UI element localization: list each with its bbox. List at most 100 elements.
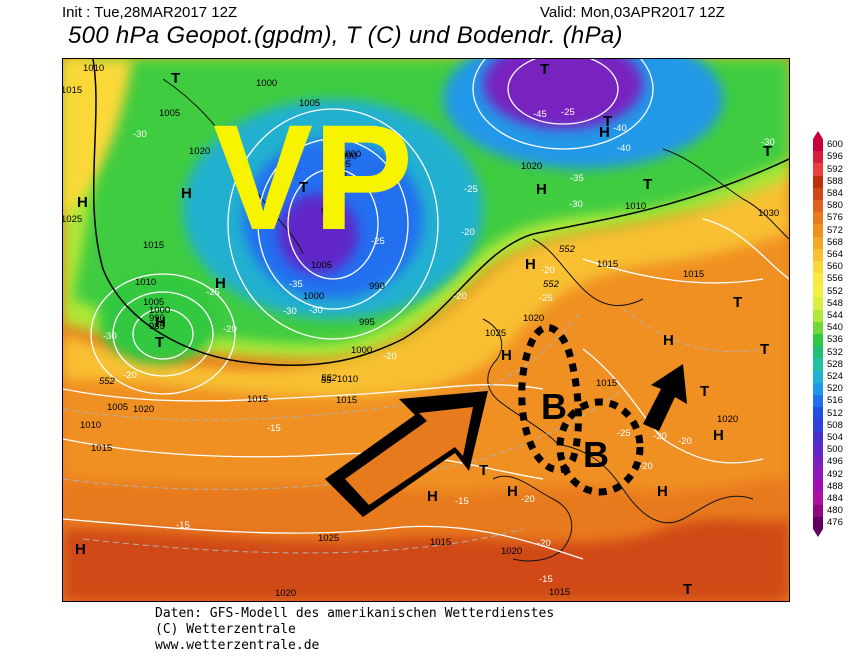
temperature-label: -20 (537, 538, 551, 549)
legend-swatch (813, 175, 823, 188)
low-marker: T (760, 341, 769, 358)
legend-swatch (813, 187, 823, 200)
pressure-label: 1015 (143, 240, 164, 251)
pressure-label: 1020 (133, 404, 154, 415)
pressure-label: 1000 (351, 345, 372, 356)
high-marker: H (215, 275, 226, 292)
weather-map: 1010 1015 1005 1000 990 995 1000 995 985… (62, 58, 790, 602)
legend-label: 500 (827, 444, 843, 456)
pressure-label: 1005 (311, 260, 332, 271)
legend-swatch (813, 139, 823, 152)
pressure-label: 995 (335, 159, 351, 170)
legend-swatch (813, 297, 823, 310)
legend-label: 556 (827, 273, 843, 285)
high-marker: H (536, 181, 547, 198)
temperature-label: -40 (617, 143, 631, 154)
geopot-labels: 552 552 552 552 55 (99, 244, 576, 387)
valid-time: Valid: Mon,03APR2017 12Z (540, 4, 725, 21)
pressure-label: 1000 (303, 291, 324, 302)
high-marker: H (507, 483, 518, 500)
temperature-label: -15 (267, 423, 281, 434)
temperature-label: -15 (176, 520, 190, 531)
pressure-label: 1005 (159, 108, 180, 119)
pressure-labels: 1010 1015 1005 1000 990 995 1000 995 985… (63, 63, 779, 599)
legend-label: 540 (827, 322, 843, 334)
temperature-label: -25 (561, 107, 575, 118)
pressure-label: 1015 (336, 395, 357, 406)
legend-swatch (813, 163, 823, 176)
temperature-label: -30 (283, 306, 297, 317)
legend-label: 516 (827, 395, 843, 407)
temperature-label: -40 (613, 123, 627, 134)
pressure-label: 1025 (485, 328, 506, 339)
legend-label: 584 (827, 187, 843, 199)
low-outlines (518, 324, 644, 496)
pressure-label: 1010 (135, 277, 156, 288)
pressure-label: 995 (331, 168, 347, 179)
high-marker: H (75, 541, 86, 558)
pressure-label: 980 (321, 206, 337, 217)
coast-med (557, 443, 754, 524)
legend-label: 504 (827, 431, 843, 443)
temperature-label: -30 (133, 129, 147, 140)
low-marker: T (299, 179, 308, 196)
isobars (63, 59, 789, 560)
pressure-label: 1015 (597, 259, 618, 270)
pressure-label: 1010 (625, 201, 646, 212)
coast-britain (482, 318, 559, 445)
temperature-label: -30 (309, 305, 323, 316)
low-marker: T (733, 294, 742, 311)
pressure-label: 1015 (596, 378, 617, 389)
legend-label: 596 (827, 151, 843, 163)
legend-swatch (813, 480, 823, 493)
trough-north-core (483, 59, 643, 129)
low-marker: T (155, 334, 164, 351)
pressure-label: 990 (341, 151, 357, 162)
pressure-label: 1015 (247, 394, 268, 405)
legend-swatch (813, 199, 823, 213)
pressure-label: 1000 (340, 149, 361, 160)
low-marker: T (603, 113, 612, 130)
field-ridge-nw (63, 59, 133, 219)
pressure-label: 985 (149, 321, 165, 332)
legend-label: 492 (827, 468, 843, 480)
field-572 (63, 204, 789, 492)
pressure-label: 1015 (683, 269, 704, 280)
pressure-label: 1015 (91, 443, 112, 454)
legend-label: 548 (827, 297, 843, 309)
legend-label: 600 (827, 139, 843, 151)
pressure-label: 990 (149, 313, 165, 324)
pressure-centers: H H H H H H H H H H H H H H H T T T T T … (75, 61, 772, 598)
legend-swatch (813, 370, 823, 383)
legend-swatch (813, 236, 823, 249)
temperature-label: -20 (653, 431, 667, 442)
low-b-marker-2: B (583, 434, 609, 475)
pressure-label: 1005 (299, 98, 320, 109)
legend-swatch (813, 334, 823, 347)
coast-russia (662, 148, 789, 240)
coast-scandinavia (532, 238, 644, 307)
temperature-label: -30 (761, 137, 775, 148)
temperature-label: -35 (289, 279, 303, 290)
legend-label: 564 (827, 248, 843, 260)
high-marker: H (77, 194, 88, 211)
pressure-label: 1020 (275, 588, 296, 599)
legend-label: 512 (827, 407, 843, 419)
temperature-label: -30 (569, 199, 583, 210)
pressure-label: 1020 (501, 546, 522, 557)
high-marker: H (181, 185, 192, 202)
pressure-label: 1000 (149, 305, 170, 316)
map-canvas: 1010 1015 1005 1000 990 995 1000 995 985… (63, 59, 789, 601)
legend-label: 552 (827, 285, 843, 297)
legend-label: 524 (827, 370, 843, 382)
low-marker: T (479, 462, 488, 479)
atlantic-low (98, 274, 218, 364)
pressure-label: 1005 (143, 297, 164, 308)
temperature-label: -25 (206, 287, 220, 298)
flow-arrow (325, 391, 488, 517)
legend-label: 488 (827, 480, 843, 492)
init-time: Init : Tue,28MAR2017 12Z (62, 4, 238, 21)
legend-label: 536 (827, 334, 843, 346)
temperature-label: -20 (678, 436, 692, 447)
pressure-label: 1020 (521, 161, 542, 172)
